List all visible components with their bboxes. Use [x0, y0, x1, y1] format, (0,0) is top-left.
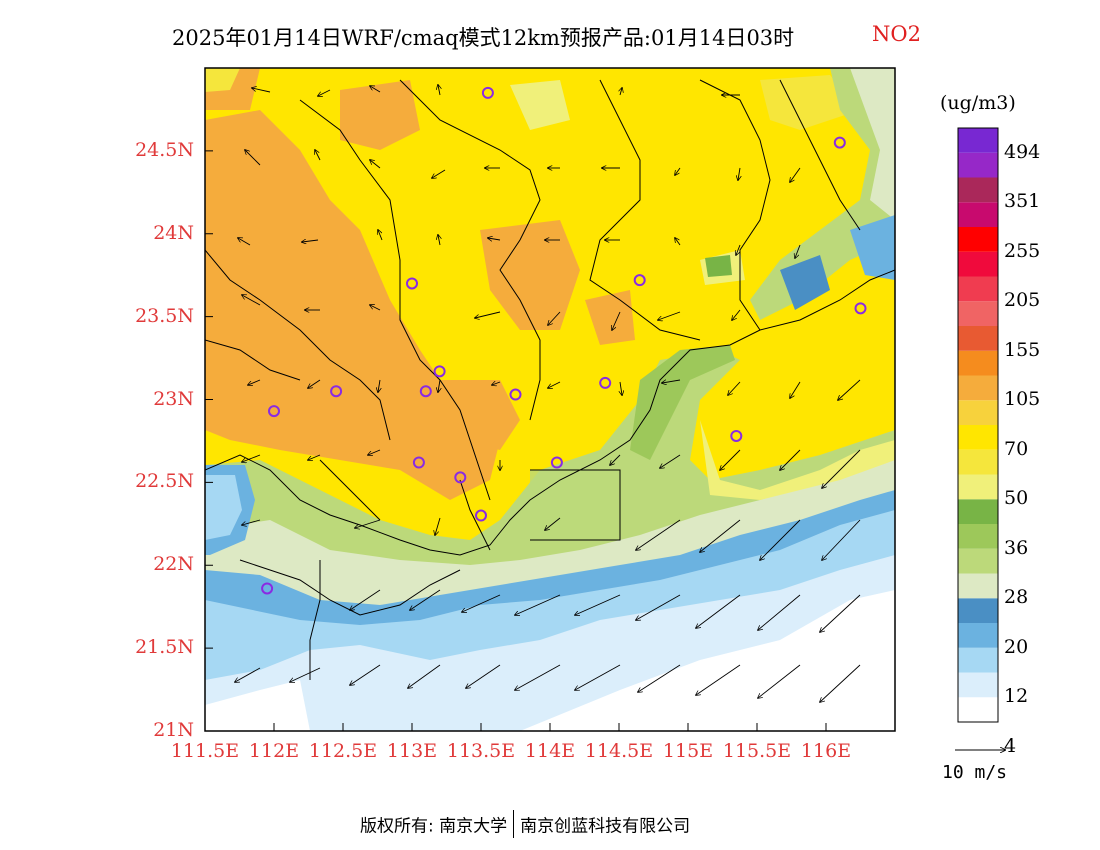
colorbar-swatch — [958, 524, 998, 549]
colorbar-frame — [957, 127, 999, 723]
colorbar-label: 4 — [1004, 734, 1017, 757]
colorbar-swatch — [958, 350, 998, 376]
company-text: 南京创蓝科技有限公司 — [520, 816, 691, 837]
station-marker — [454, 471, 467, 484]
colorbar-swatch — [958, 474, 998, 500]
copyright-text: 版权所有: 南京大学 — [360, 816, 508, 837]
wind-vectors — [235, 85, 861, 702]
colorbar-swatch — [958, 227, 998, 252]
lon-tick-label: 114.5E — [584, 740, 654, 762]
colorbar-swatch — [958, 672, 998, 698]
colorbar-swatch — [958, 548, 998, 574]
station-marker — [730, 429, 743, 442]
wind-reference-label: 10 m/s — [942, 762, 1008, 783]
colorbar-swatch — [958, 697, 998, 722]
colorbar-label: 12 — [1004, 685, 1029, 708]
colorbar-swatch — [958, 449, 998, 475]
station-marker — [599, 376, 612, 389]
lon-tick-label: 113.5E — [446, 740, 516, 762]
station-marker — [261, 582, 274, 595]
colorbar-swatch — [958, 573, 998, 599]
axis-ticks — [204, 150, 827, 732]
station-marker — [550, 456, 563, 469]
colorbar-label: 155 — [1004, 338, 1041, 361]
colorbar-swatch — [958, 375, 998, 401]
lon-tick-label: 112E — [248, 740, 300, 762]
boundary-lines — [205, 79, 895, 680]
footer-divider — [513, 810, 515, 838]
lon-tick-label: 111.5E — [170, 740, 240, 762]
station-marker — [268, 405, 280, 418]
concentration-field — [205, 68, 895, 731]
map-title: 2025年01月14日WRF/cmaq模式12km预报产品:01月14日03时 — [172, 26, 795, 50]
lon-tick-label: 112.5E — [308, 740, 378, 762]
lat-tick-label: 24.5N — [135, 138, 194, 161]
station-marker — [833, 136, 846, 149]
lon-tick-label: 116E — [800, 740, 852, 762]
colorbar-swatch — [958, 301, 998, 326]
lat-tick-label: 21.5N — [135, 636, 194, 659]
lon-tick-label: 115E — [662, 740, 714, 762]
colorbar-swatch — [958, 152, 998, 178]
colorbar-label: 205 — [1004, 289, 1041, 312]
footer: 版权所有: 南京大学 南京创蓝科技有限公司 — [360, 810, 690, 838]
lon-tick-label: 114E — [524, 740, 576, 762]
lat-tick-label: 24N — [153, 221, 194, 244]
station-markers — [261, 86, 867, 595]
lat-tick-label: 22N — [153, 553, 194, 576]
station-marker — [412, 456, 425, 469]
colorbar-swatch — [958, 499, 998, 524]
station-marker — [433, 365, 446, 378]
colorbar-label: 36 — [1004, 536, 1029, 559]
colorbar-label: 28 — [1004, 586, 1029, 609]
lat-tick-label: 22.5N — [135, 470, 194, 493]
colorbar-swatch — [958, 326, 998, 351]
station-marker — [509, 388, 522, 401]
colorbar-swatch — [958, 177, 998, 203]
colorbar-swatch — [958, 276, 998, 302]
lat-tick-label: 23.5N — [135, 304, 194, 327]
colorbar-swatch — [958, 400, 998, 425]
colorbar-label: 70 — [1004, 437, 1029, 460]
station-marker — [406, 277, 418, 290]
lon-tick-label: 115.5E — [722, 740, 792, 762]
station-marker — [419, 385, 432, 398]
colorbar-label: 50 — [1004, 487, 1029, 510]
colorbar-swatch — [958, 598, 998, 623]
pollutant-label: NO2 — [872, 22, 921, 46]
colorbar-swatch — [958, 251, 998, 277]
colorbar-swatch — [958, 623, 998, 648]
station-marker — [854, 302, 867, 315]
station-marker — [481, 86, 494, 99]
colorbar-label: 351 — [1004, 190, 1041, 213]
colorbar-swatch — [958, 202, 998, 227]
lat-tick-label: 23N — [153, 387, 194, 410]
lat-tick-label: 21N — [153, 719, 194, 741]
colorbar-label: 494 — [1004, 140, 1041, 163]
colorbar-unit: (ug/m3) — [940, 92, 1016, 114]
station-marker — [633, 274, 646, 287]
colorbar-label: 20 — [1004, 635, 1029, 658]
colorbar-label: 105 — [1004, 388, 1041, 411]
colorbar-label: 255 — [1004, 239, 1041, 262]
colorbar-swatch — [958, 647, 998, 673]
lon-tick-label: 113E — [386, 740, 438, 762]
colorbar-swatch — [958, 128, 998, 153]
station-marker — [330, 385, 343, 398]
colorbar-swatch — [958, 425, 998, 450]
colorbar — [957, 127, 999, 723]
title-bar: 2025年01月14日WRF/cmaq模式12km预报产品:01月14日03时 … — [0, 20, 1100, 50]
station-marker — [475, 509, 487, 522]
